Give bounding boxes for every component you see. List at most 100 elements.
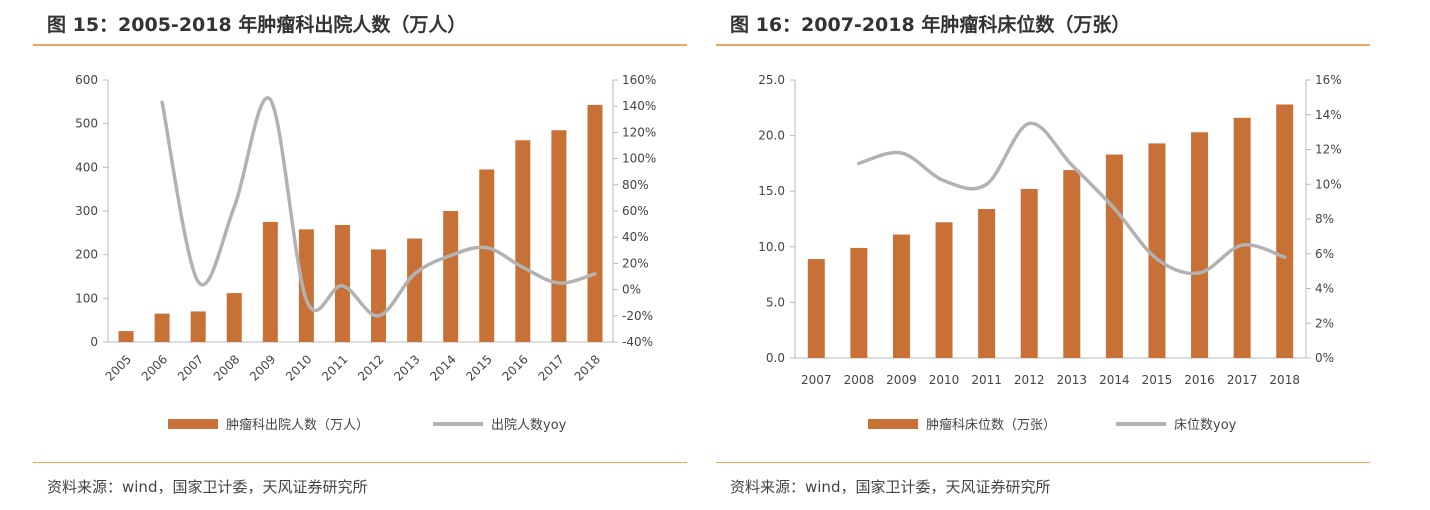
x-tick-label: 2018 <box>1269 373 1300 387</box>
left-y-tick-label: 20.0 <box>758 129 785 143</box>
x-tick-label: 2017 <box>536 352 567 383</box>
right-y-tick-label: 40% <box>622 230 649 244</box>
left-y-tick-label: 500 <box>75 117 98 131</box>
title-rule <box>33 44 687 46</box>
figure-16-panel: 图 16：2007-2018 年肿瘤科床位数（万张） 0.0 5.0 10.0 15.… <box>716 0 1370 510</box>
left-y-tick-label: 400 <box>75 160 98 174</box>
bar-2008 <box>850 247 868 358</box>
bar-2007 <box>807 259 825 358</box>
right-y-tick-label: 20% <box>622 256 649 270</box>
x-tick-label: 2009 <box>247 352 278 383</box>
bar-2016 <box>515 140 531 342</box>
discharge-chart: 0 100 200 300 400 500 600 -40% -20% 0% 20% 40% 60% 80… <box>75 73 656 433</box>
right-y-tick-label: 6% <box>1315 247 1334 261</box>
bar-2016 <box>1191 132 1209 358</box>
left-y-tick-label: 15.0 <box>758 184 785 198</box>
bar-2012 <box>1020 188 1038 358</box>
left-y-tick-label: 10.0 <box>758 240 785 254</box>
bar-2017 <box>551 130 567 342</box>
x-tick-label: 2016 <box>499 352 530 383</box>
x-tick-label: 2007 <box>801 373 832 387</box>
x-tick-label: 2013 <box>391 352 422 383</box>
x-tick-label: 2008 <box>844 373 875 387</box>
bar-2014 <box>443 211 459 342</box>
right-y-tick-label: 10% <box>1315 177 1342 191</box>
legend-line-label: 床位数yoy <box>1174 418 1237 433</box>
bar-2015 <box>1148 143 1166 358</box>
x-tick-label: 2012 <box>355 352 386 383</box>
legend-bar-swatch <box>868 419 918 429</box>
right-y-tick-label: 16% <box>1315 73 1342 87</box>
right-y-tick-label: 120% <box>622 125 656 139</box>
title-rule <box>716 44 1370 46</box>
figure-15-title: 图 15：2005-2018 年肿瘤科出院人数（万人） <box>47 14 467 36</box>
left-y-tick-label: 0.0 <box>766 351 785 365</box>
x-tick-label: 2015 <box>1142 373 1173 387</box>
bar-2018 <box>587 104 603 342</box>
figure-15-source: 资料来源：wind，国家卫计委，天风证券研究所 <box>47 478 368 496</box>
bed-count-chart: 0.0 5.0 10.0 15.0 20.0 25.0 0% 2% 4% 6% 8% 10% 12% 14… <box>758 73 1342 433</box>
bar-2013 <box>407 238 423 342</box>
bar-2010 <box>935 222 953 358</box>
right-y-tick-label: 80% <box>622 178 649 192</box>
x-tick-label: 2016 <box>1184 373 1215 387</box>
legend-bar-swatch <box>168 419 218 429</box>
bar-2009 <box>892 234 910 358</box>
x-tick-label: 2007 <box>175 352 206 383</box>
bar-2005 <box>118 331 134 342</box>
right-y-tick-label: 0% <box>1315 351 1334 365</box>
bar-2007 <box>190 311 206 342</box>
bar-2009 <box>262 221 278 342</box>
x-tick-label: 2006 <box>139 352 170 383</box>
x-tick-label: 2011 <box>319 352 350 383</box>
left-y-tick-label: 25.0 <box>758 73 785 87</box>
bar-2012 <box>371 249 387 342</box>
x-tick-label: 2017 <box>1227 373 1258 387</box>
left-y-tick-label: 100 <box>75 291 98 305</box>
x-tick-label: 2012 <box>1014 373 1045 387</box>
yoy-line <box>160 96 597 318</box>
right-y-tick-label: 0% <box>622 283 641 297</box>
bar-2011 <box>978 208 996 358</box>
x-tick-label: 2018 <box>572 352 603 383</box>
right-y-tick-label: -20% <box>622 309 653 323</box>
x-tick-label: 2010 <box>929 373 960 387</box>
x-tick-label: 2010 <box>283 352 314 383</box>
right-y-tick-label: 4% <box>1315 282 1334 296</box>
source-rule <box>716 462 1370 463</box>
right-y-tick-label: 8% <box>1315 212 1334 226</box>
bar-2014 <box>1105 154 1123 358</box>
right-y-tick-label: 100% <box>622 152 656 166</box>
bar-2018 <box>1276 104 1294 358</box>
source-rule <box>33 462 687 463</box>
x-tick-label: 2005 <box>103 352 134 383</box>
yoy-line <box>857 121 1287 276</box>
x-tick-label: 2009 <box>886 373 917 387</box>
right-y-tick-label: -40% <box>622 335 653 349</box>
bar-2015 <box>479 169 495 342</box>
x-tick-label: 2014 <box>1099 373 1130 387</box>
x-tick-label: 2014 <box>427 352 458 383</box>
bar-2006 <box>154 313 170 342</box>
left-y-tick-label: 600 <box>75 73 98 87</box>
legend-bar-label: 肿瘤科出院人数（万人） <box>226 417 369 433</box>
bar-2011 <box>334 224 350 342</box>
x-tick-label: 2013 <box>1057 373 1088 387</box>
left-y-tick-label: 200 <box>75 248 98 262</box>
right-y-tick-label: 60% <box>622 204 649 218</box>
legend-line-label: 出院人数yoy <box>491 418 567 433</box>
bar-2010 <box>298 229 314 342</box>
right-y-tick-label: 14% <box>1315 108 1342 122</box>
x-tick-label: 2011 <box>971 373 1002 387</box>
figure-16-source: 资料来源：wind，国家卫计委，天风证券研究所 <box>730 478 1051 496</box>
right-y-tick-label: 160% <box>622 73 656 87</box>
figure-16-title: 图 16：2007-2018 年肿瘤科床位数（万张） <box>730 14 1131 36</box>
bar-2017 <box>1233 117 1251 358</box>
figure-15-panel: 图 15：2005-2018 年肿瘤科出院人数（万人） 0 100 200 300 40… <box>33 0 687 510</box>
legend-bar-label: 肿瘤科床位数（万张） <box>926 417 1056 433</box>
left-y-tick-label: 300 <box>75 204 98 218</box>
x-tick-label: 2008 <box>211 352 242 383</box>
x-tick-label: 2015 <box>463 352 494 383</box>
left-y-tick-label: 5.0 <box>766 295 785 309</box>
right-y-tick-label: 140% <box>622 99 656 113</box>
